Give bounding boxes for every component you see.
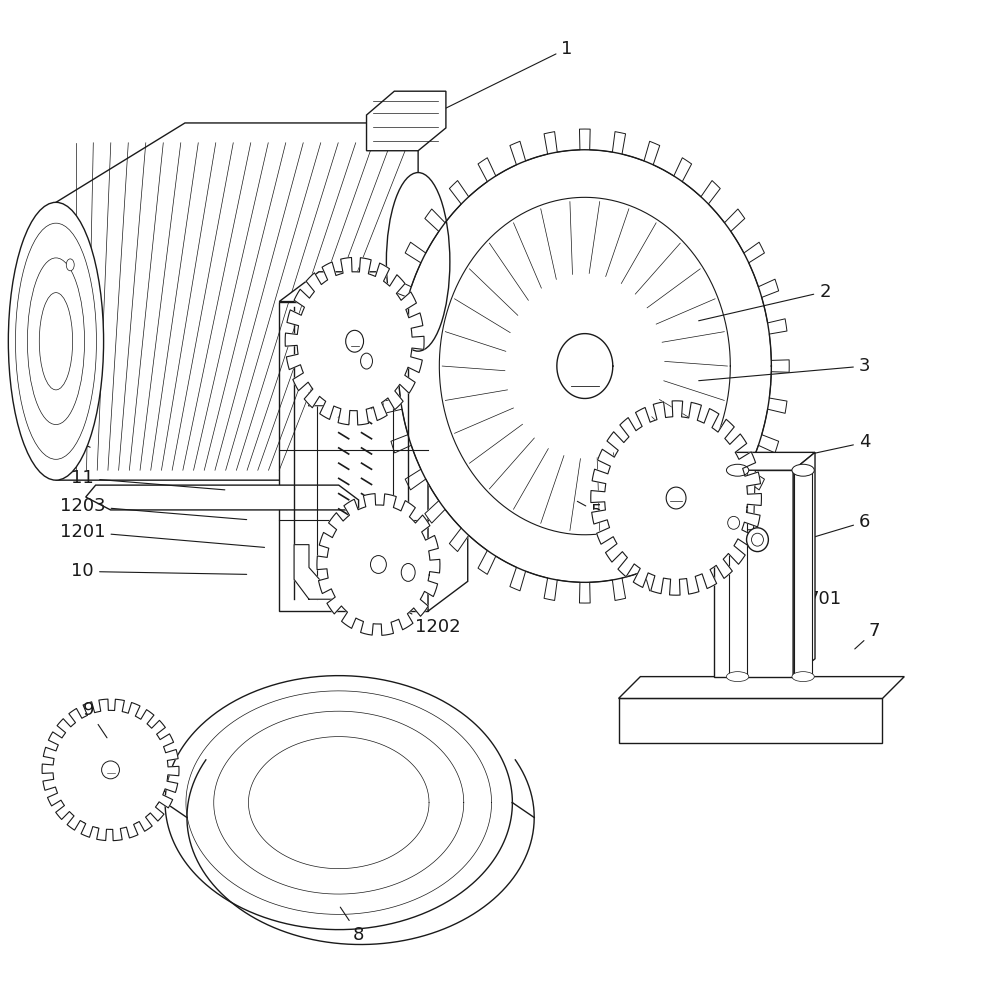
Polygon shape: [279, 302, 427, 611]
Text: 7: 7: [854, 622, 880, 649]
Ellipse shape: [746, 528, 767, 552]
Polygon shape: [380, 129, 788, 603]
Text: 3: 3: [698, 357, 870, 381]
Ellipse shape: [791, 464, 813, 476]
Polygon shape: [713, 470, 792, 677]
Ellipse shape: [666, 487, 685, 509]
Text: 6: 6: [807, 513, 870, 539]
Polygon shape: [317, 494, 439, 635]
Ellipse shape: [791, 672, 813, 682]
Text: 10: 10: [72, 562, 247, 580]
Polygon shape: [713, 452, 814, 470]
Ellipse shape: [727, 516, 739, 529]
Polygon shape: [590, 401, 760, 595]
Polygon shape: [427, 272, 467, 611]
Ellipse shape: [370, 556, 386, 573]
Polygon shape: [309, 307, 393, 406]
Ellipse shape: [726, 672, 748, 682]
Ellipse shape: [726, 464, 748, 476]
Polygon shape: [85, 485, 358, 510]
Text: 2: 2: [698, 283, 830, 321]
Text: 1201: 1201: [60, 523, 264, 547]
Polygon shape: [557, 334, 612, 398]
Ellipse shape: [351, 319, 386, 387]
Ellipse shape: [386, 173, 449, 351]
Ellipse shape: [360, 353, 372, 369]
Text: 9: 9: [83, 701, 107, 738]
Polygon shape: [165, 676, 512, 930]
Polygon shape: [793, 472, 811, 677]
Text: 5: 5: [577, 501, 601, 521]
Polygon shape: [618, 677, 904, 698]
Ellipse shape: [401, 564, 414, 581]
Polygon shape: [56, 123, 417, 480]
Ellipse shape: [345, 330, 363, 352]
Polygon shape: [618, 698, 882, 743]
Polygon shape: [366, 91, 445, 151]
Text: 11: 11: [72, 469, 225, 490]
Polygon shape: [279, 272, 467, 302]
Polygon shape: [792, 452, 814, 677]
Polygon shape: [294, 545, 393, 599]
Polygon shape: [285, 258, 423, 425]
Text: 12: 12: [16, 410, 90, 447]
Polygon shape: [42, 699, 179, 841]
Ellipse shape: [67, 259, 75, 271]
Text: 701: 701: [802, 590, 841, 608]
Text: 1: 1: [442, 40, 573, 110]
Polygon shape: [713, 465, 754, 530]
Text: 8: 8: [340, 907, 364, 944]
Text: 1203: 1203: [60, 497, 247, 520]
Ellipse shape: [8, 202, 103, 480]
Text: 4: 4: [738, 433, 870, 470]
Text: 1202: 1202: [401, 608, 460, 636]
Ellipse shape: [750, 533, 762, 546]
Polygon shape: [728, 472, 746, 677]
Polygon shape: [398, 150, 770, 582]
Ellipse shape: [101, 761, 119, 779]
